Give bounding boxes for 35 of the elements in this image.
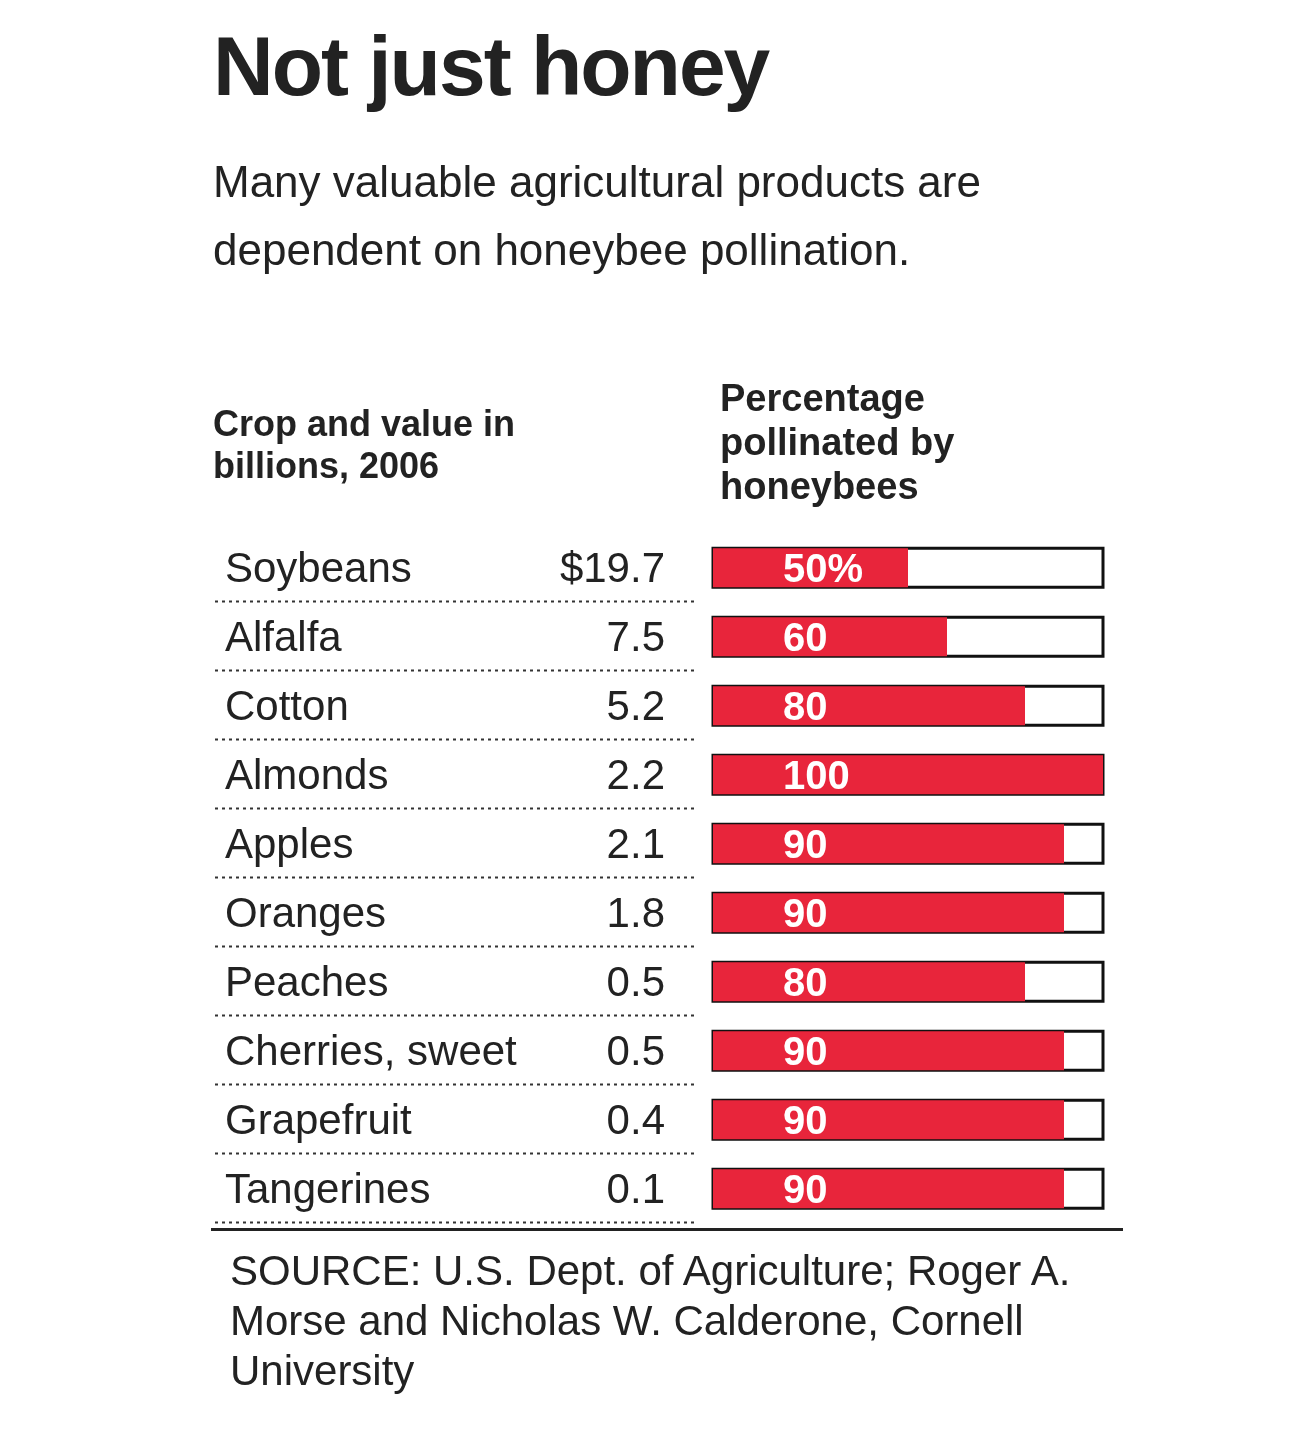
text: 2.2 [606, 750, 665, 798]
y-tick-label: Grapefruit [225, 1095, 413, 1143]
data-label: 60 [783, 614, 828, 659]
data-label: 50% [783, 545, 864, 590]
data-label: 90 [783, 890, 828, 935]
y-axis-title: Crop and value in billions, 2006 [213, 403, 517, 487]
data-label: 80 [783, 683, 828, 728]
text: 5.2 [606, 681, 665, 729]
data-label: 90 [783, 1097, 828, 1142]
data-label: 80 [783, 959, 828, 1004]
text: 0.5 [606, 1026, 665, 1074]
data-label: 100 [783, 752, 850, 797]
text: 0.1 [606, 1164, 665, 1212]
text: $19.7 [559, 543, 665, 591]
source-note: SOURCE: U.S. Dept. of Agriculture; Roger A. Morse and Nicholas W. Calderone, Cornell University [230, 1246, 1072, 1396]
y-tick-label: Oranges [225, 888, 387, 936]
data-label: 90 [783, 1166, 828, 1211]
data-label: 90 [783, 1028, 828, 1073]
x-axis-title: Percentage pollinated by honeybees [720, 376, 956, 508]
text: 2.1 [606, 819, 665, 867]
y-tick-label: Soybeans [225, 543, 412, 591]
y-tick-label: Cherries, sweet [225, 1026, 518, 1074]
y-tick-label: Tangerines [225, 1164, 431, 1212]
y-tick-label: Apples [225, 819, 354, 867]
y-tick-label: Cotton [225, 681, 349, 729]
chart-title: Not just honey [213, 18, 769, 115]
y-tick-label: Alfalfa [225, 612, 343, 660]
chart-subtitle: Many valuable agricultural products are dependent on honeybee pollination. [213, 156, 982, 276]
y-tick-label: Peaches [225, 957, 389, 1005]
text: 1.8 [606, 888, 665, 936]
y-tick-label: Almonds [225, 750, 389, 798]
text: 0.5 [606, 957, 665, 1005]
text: 7.5 [606, 612, 665, 660]
text: 0.4 [606, 1095, 665, 1143]
data-label: 90 [783, 821, 828, 866]
